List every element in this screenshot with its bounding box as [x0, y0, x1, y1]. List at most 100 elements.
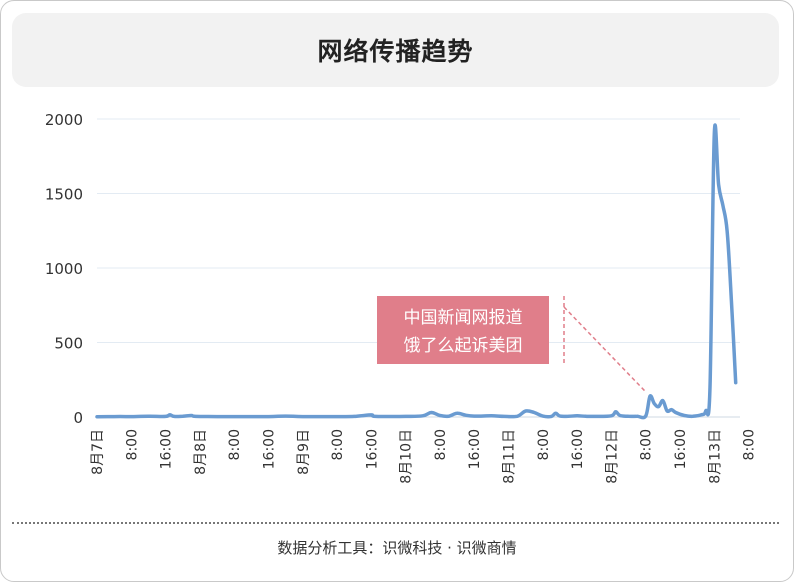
x-tick-label: 16:00 [467, 429, 483, 469]
data-point [190, 414, 193, 417]
data-point [233, 415, 235, 418]
data-point [430, 411, 433, 414]
x-tick-label: 8月7日 [90, 429, 106, 475]
data-point [593, 415, 596, 418]
annotation-leader-line [563, 306, 647, 393]
annotation-text-line-2: 饿了么起诉美团 [404, 336, 523, 356]
x-tick-label: 8:00 [330, 429, 346, 460]
data-point [674, 411, 677, 414]
data-point [644, 415, 647, 417]
data-point [96, 415, 98, 418]
data-point [717, 183, 720, 186]
y-tick-label: 1000 [45, 260, 83, 278]
data-point [692, 415, 694, 418]
x-tick-label: 8:00 [227, 429, 243, 460]
x-tick-label: 8月8日 [193, 429, 209, 475]
x-tick-label: 8月12日 [604, 429, 620, 484]
data-point [216, 415, 218, 418]
data-point [267, 415, 270, 418]
data-point [636, 415, 638, 418]
data-point [503, 415, 506, 418]
data-point [447, 415, 450, 418]
x-tick-label: 8:00 [639, 429, 655, 460]
x-tick-label: 16:00 [673, 429, 689, 469]
x-tick-label: 8:00 [124, 429, 140, 460]
data-point [473, 415, 476, 417]
data-point [619, 414, 621, 417]
chart-title: 网络传播趋势 [317, 37, 474, 66]
y-axis-ticks: 0 500 1000 1500 2000 [45, 111, 83, 427]
data-point [194, 415, 197, 418]
x-tick-label: 16:00 [364, 429, 380, 469]
y-tick-label: 0 [73, 409, 83, 427]
data-point [730, 299, 733, 302]
data-point [700, 413, 703, 416]
y-tick-label: 2000 [45, 111, 83, 129]
y-tick-label: 1500 [45, 186, 83, 204]
footer-source: 数据分析工具：识微科技 · 识微商情 [277, 539, 517, 557]
data-point [614, 410, 617, 413]
data-point [113, 415, 115, 418]
data-point [567, 415, 570, 418]
data-point [464, 414, 467, 417]
data-point [130, 415, 133, 418]
data-point [284, 415, 287, 417]
data-point [726, 229, 728, 232]
data-point [374, 415, 377, 418]
data-point [662, 399, 664, 402]
data-point [533, 411, 536, 414]
data-point [627, 415, 630, 418]
annotation-box [377, 296, 549, 364]
data-point [336, 415, 338, 418]
y-tick-label: 500 [54, 335, 83, 353]
gridlines [97, 118, 740, 418]
data-point [554, 412, 557, 415]
data-point [164, 415, 167, 418]
data-point [456, 412, 458, 415]
data-point [670, 408, 673, 411]
data-point [576, 415, 578, 417]
data-point [490, 415, 493, 417]
data-point [404, 415, 407, 418]
x-tick-label: 16:00 [159, 429, 175, 469]
data-point [722, 204, 724, 207]
data-point [421, 415, 424, 417]
x-tick-label: 8月10日 [399, 429, 415, 484]
data-point [559, 415, 561, 417]
data-point [370, 414, 373, 416]
data-point [683, 414, 686, 417]
x-tick-label: 8月11日 [502, 429, 518, 484]
data-point [734, 381, 737, 384]
data-point [173, 415, 175, 418]
annotation: 中国新闻网报道 饿了么起诉美团 [377, 296, 647, 393]
data-point [666, 410, 668, 412]
x-tick-label: 8月9日 [296, 429, 312, 475]
data-point [524, 410, 527, 412]
data-point [147, 415, 150, 418]
data-point [610, 415, 613, 417]
x-tick-label: 16:00 [261, 429, 277, 469]
x-axis-ticks: 8月7日 8:00 16:00 8月8日 8:00 16:00 8月9日 8:00 16:00 8… [90, 429, 758, 484]
x-tick-label: 8月13日 [707, 429, 723, 484]
x-tick-label: 16:00 [570, 429, 586, 469]
data-point [704, 410, 707, 412]
data-point [439, 414, 441, 417]
data-point [169, 413, 171, 416]
x-tick-label: 8:00 [433, 429, 449, 460]
title-bar: 网络传播趋势 [12, 13, 779, 87]
footer-divider [12, 522, 779, 524]
x-tick-label: 8:00 [536, 429, 552, 460]
data-point [653, 402, 656, 405]
x-tick-label: 8:00 [742, 429, 758, 460]
series-layer [95, 123, 738, 420]
data-point [516, 415, 518, 418]
annotation-text-line-1: 中国新闻网报道 [404, 308, 523, 328]
data-point [550, 415, 553, 418]
data-point [181, 415, 184, 418]
data-point [709, 386, 711, 389]
data-point [713, 133, 716, 135]
data-point [649, 395, 651, 397]
data-point [542, 415, 544, 417]
